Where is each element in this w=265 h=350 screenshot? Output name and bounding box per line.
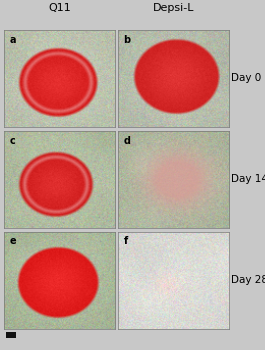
Text: f: f	[123, 237, 128, 246]
Text: a: a	[10, 35, 16, 44]
Text: b: b	[123, 35, 131, 44]
Text: e: e	[10, 237, 16, 246]
Text: d: d	[123, 135, 130, 146]
Text: Q11: Q11	[48, 4, 71, 13]
Bar	[6, 332, 16, 338]
Text: Day 14: Day 14	[231, 174, 265, 184]
Text: Day 0: Day 0	[231, 74, 261, 83]
Text: Day 28: Day 28	[231, 275, 265, 285]
Text: Depsi-L: Depsi-L	[153, 4, 194, 13]
Text: c: c	[10, 135, 15, 146]
